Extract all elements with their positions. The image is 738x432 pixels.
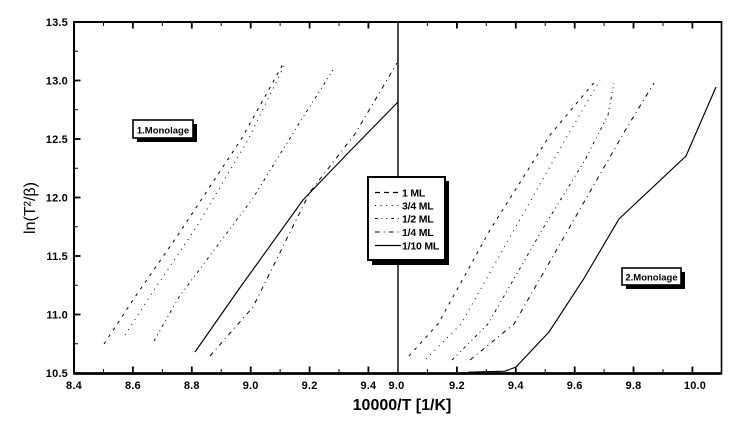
svg-text:8.4: 8.4 — [66, 380, 83, 392]
svg-text:10.0: 10.0 — [684, 380, 706, 392]
svg-text:12.5: 12.5 — [46, 134, 68, 146]
svg-text:8.6: 8.6 — [125, 380, 141, 392]
svg-text:3/4 ML: 3/4 ML — [402, 201, 434, 213]
svg-text:9.2: 9.2 — [449, 380, 465, 392]
svg-text:1.Monolage: 1.Monolage — [137, 126, 189, 137]
svg-text:9.8: 9.8 — [626, 380, 642, 392]
svg-text:12.0: 12.0 — [46, 193, 68, 205]
svg-text:2.Monolage: 2.Monolage — [625, 273, 677, 284]
svg-text:10000/T [1/K]: 10000/T [1/K] — [353, 397, 452, 414]
svg-text:1/4 ML: 1/4 ML — [402, 227, 434, 239]
svg-text:9.0: 9.0 — [389, 380, 405, 392]
svg-text:9.4: 9.4 — [360, 380, 377, 392]
svg-text:9.4: 9.4 — [508, 380, 525, 392]
svg-text:13.5: 13.5 — [46, 17, 68, 29]
svg-text:13.0: 13.0 — [46, 76, 68, 88]
svg-text:9.2: 9.2 — [302, 380, 318, 392]
svg-text:1/2 ML: 1/2 ML — [402, 214, 434, 226]
svg-text:10.5: 10.5 — [46, 368, 68, 380]
svg-text:1 ML: 1 ML — [402, 188, 426, 200]
svg-text:9.6: 9.6 — [567, 380, 583, 392]
svg-text:9.0: 9.0 — [243, 380, 259, 392]
svg-text:ln(T²/β): ln(T²/β) — [22, 182, 39, 234]
svg-text:1/10 ML: 1/10 ML — [402, 241, 440, 253]
svg-text:11.5: 11.5 — [46, 251, 68, 263]
svg-text:11.0: 11.0 — [46, 310, 68, 322]
svg-text:8.8: 8.8 — [184, 380, 200, 392]
